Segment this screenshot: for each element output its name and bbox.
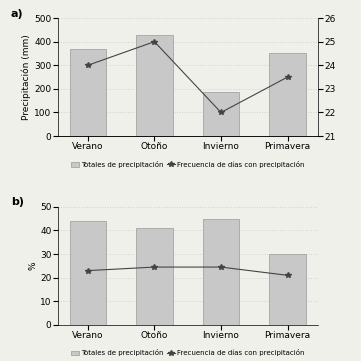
- Bar: [269, 53, 306, 136]
- Bar: [203, 92, 239, 136]
- Text: a): a): [11, 9, 23, 19]
- Bar: [136, 35, 173, 136]
- Y-axis label: %: %: [28, 262, 37, 270]
- Bar: [70, 221, 106, 325]
- Text: b): b): [11, 197, 24, 208]
- Y-axis label: Precipitación (mm): Precipitación (mm): [22, 34, 31, 120]
- Bar: [203, 219, 239, 325]
- Bar: [136, 228, 173, 325]
- Bar: [70, 49, 106, 136]
- Bar: [269, 254, 306, 325]
- Legend: Totales de precipitación, Frecuencia de días con precipitación: Totales de precipitación, Frecuencia de …: [68, 158, 308, 170]
- Legend: Totales de precipitación, Frecuencia de días con precipitación: Totales de precipitación, Frecuencia de …: [68, 347, 308, 359]
